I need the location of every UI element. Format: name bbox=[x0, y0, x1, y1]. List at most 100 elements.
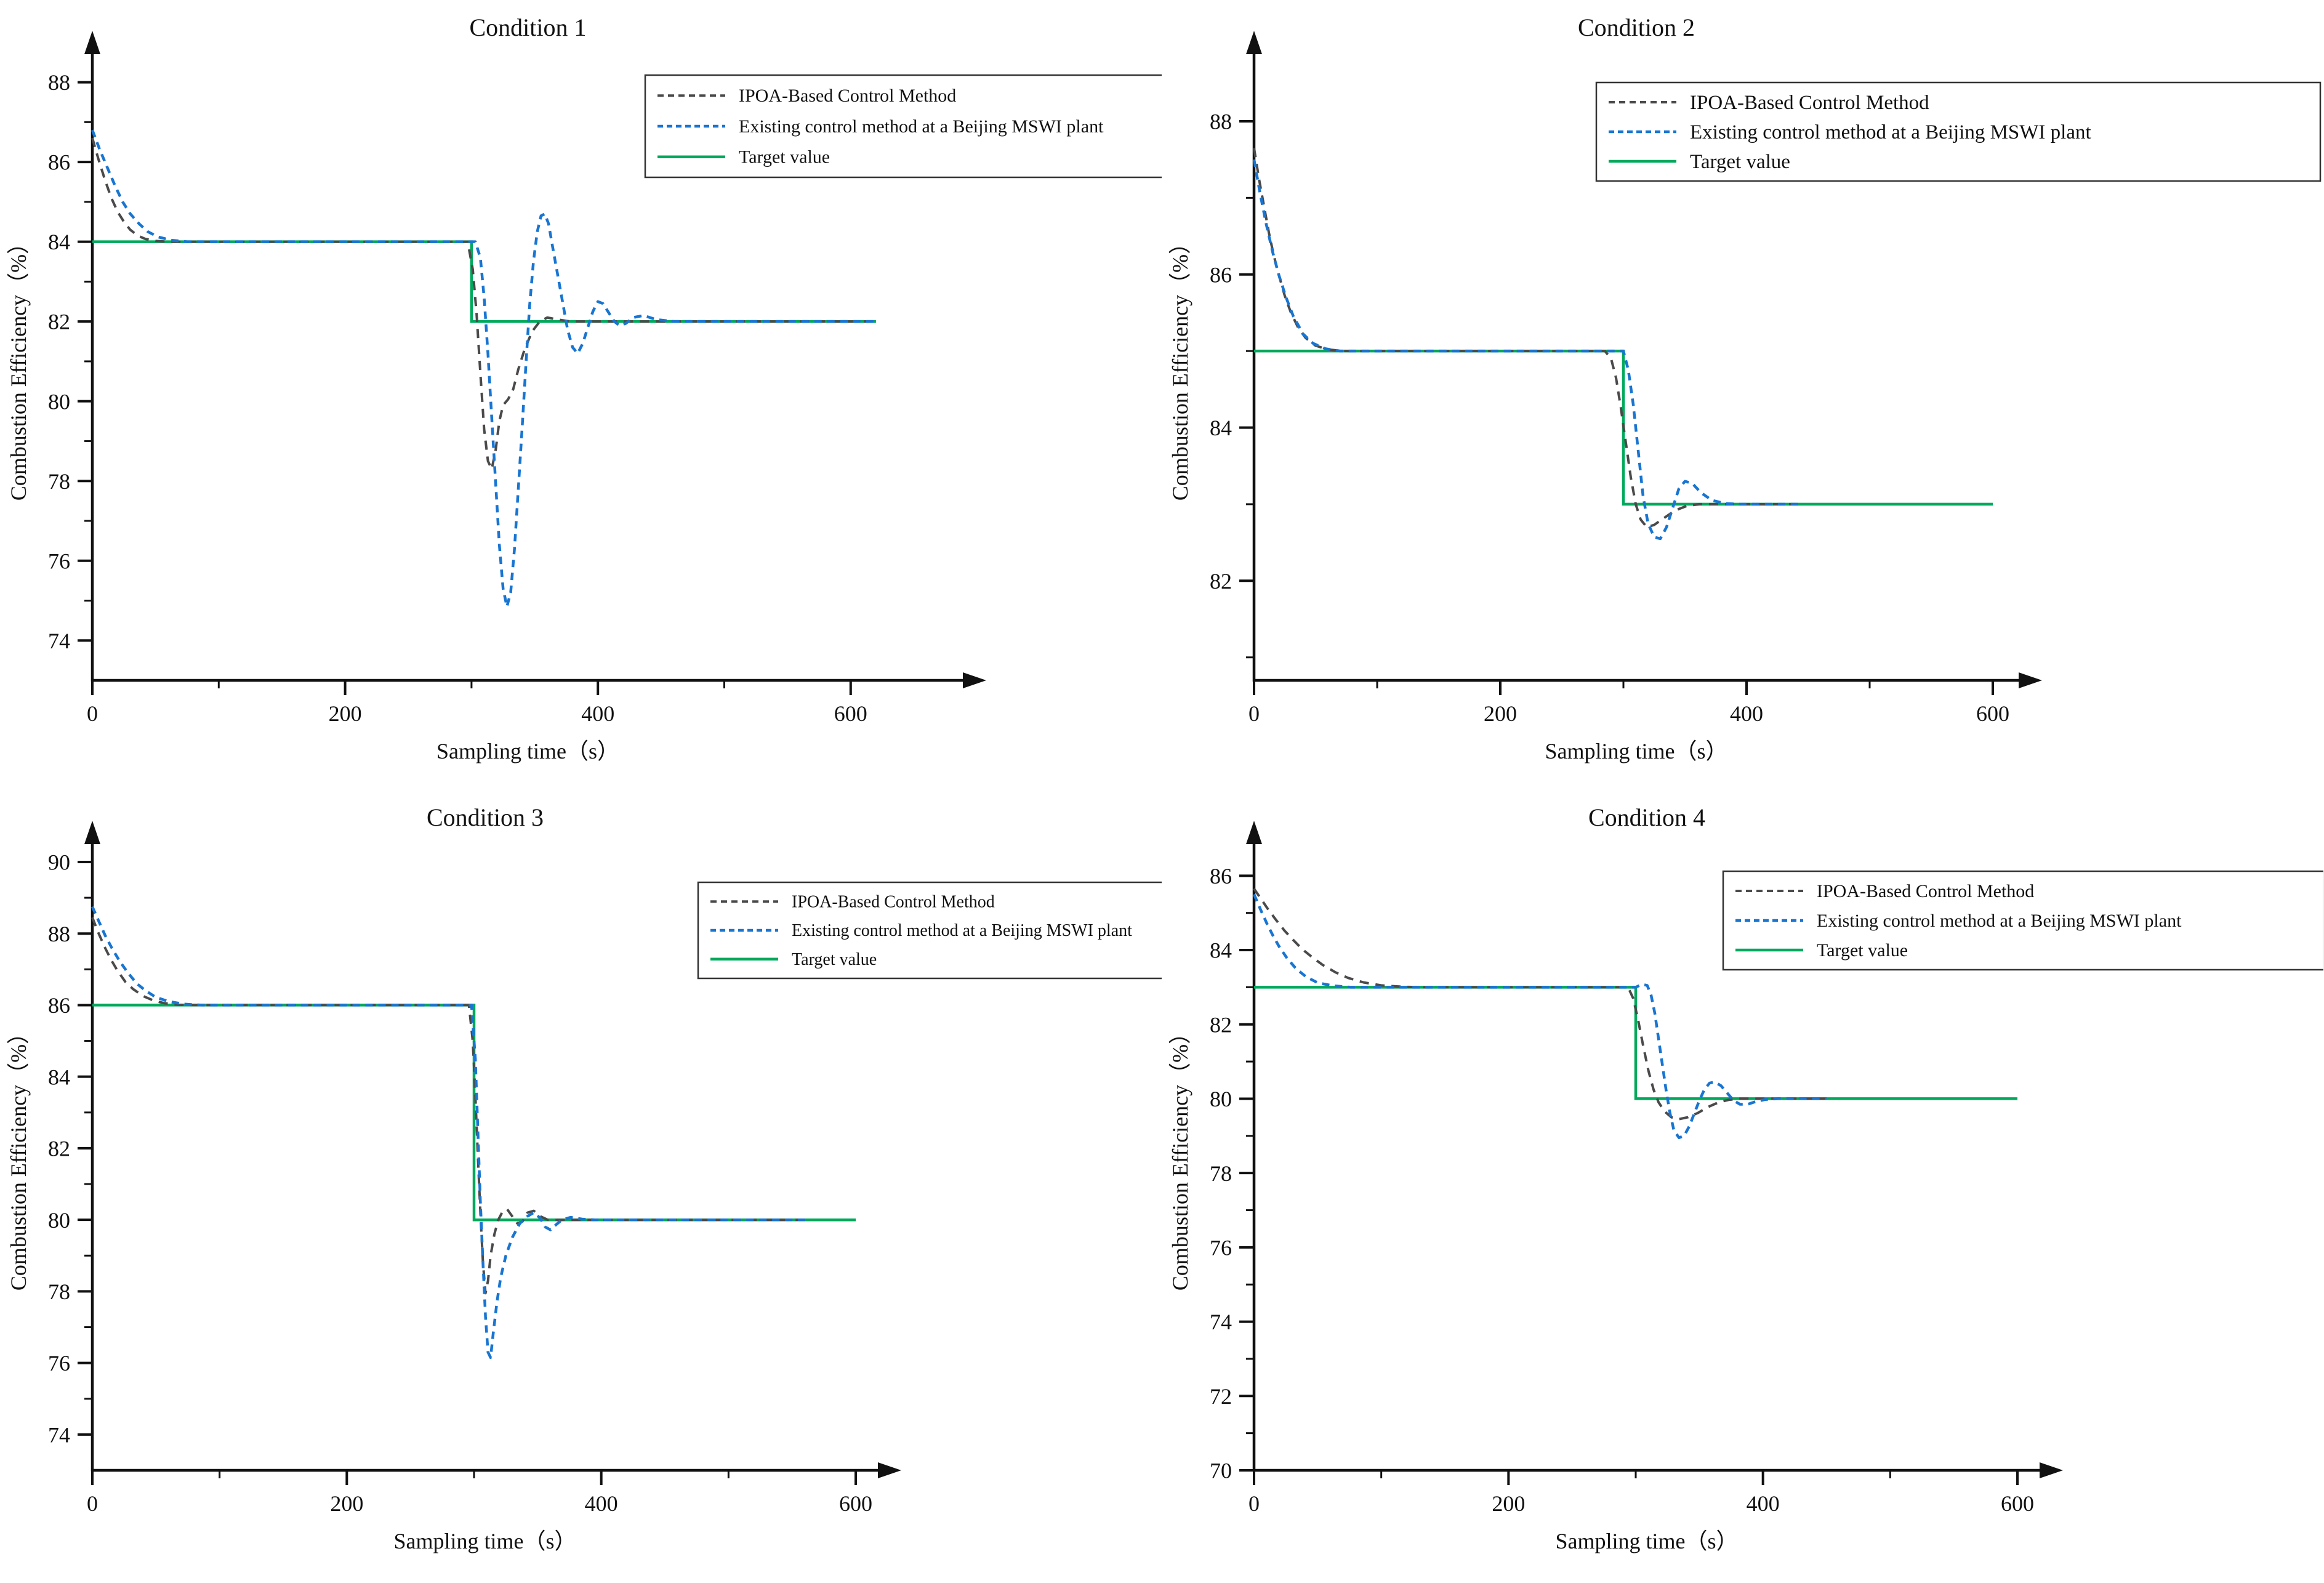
legend-border bbox=[1722, 870, 2324, 971]
y-tick-label: 70 bbox=[1210, 1459, 1232, 1483]
x-tick-label: 0 bbox=[87, 701, 98, 726]
x-tick-label: 400 bbox=[1730, 701, 1763, 726]
legend-label-target: Target value bbox=[739, 147, 830, 167]
y-tick-label: 86 bbox=[48, 150, 70, 175]
x-tick-label: 400 bbox=[1747, 1491, 1780, 1516]
series-target-line bbox=[92, 1004, 856, 1222]
chart-title: Condition 4 bbox=[1588, 804, 1705, 831]
x-axis-title: Sampling time（s） bbox=[1556, 1529, 1739, 1553]
x-axis-title: Sampling time（s） bbox=[394, 1529, 577, 1553]
x-tick-label: 200 bbox=[1492, 1491, 1525, 1516]
x-tick-label: 600 bbox=[2001, 1491, 2034, 1516]
series-ipoa-line bbox=[91, 137, 876, 470]
chart-title: Condition 3 bbox=[427, 804, 544, 831]
legend-label-ipoa: IPOA-Based Control Method bbox=[792, 892, 995, 911]
series-existing-line bbox=[1252, 893, 1827, 1140]
y-axis-arrow-icon bbox=[84, 31, 100, 54]
y-axis-title: Combustion Efficiency（%） bbox=[6, 1022, 31, 1291]
y-tick-label: 84 bbox=[48, 1065, 70, 1089]
y-tick-label: 84 bbox=[1210, 416, 1232, 440]
legend-label-ipoa: IPOA-Based Control Method bbox=[1690, 92, 1929, 114]
legend-label-ipoa: IPOA-Based Control Method bbox=[1817, 881, 2034, 901]
legend-label-target: Target value bbox=[1817, 940, 1908, 961]
series-target-line bbox=[92, 240, 876, 323]
y-tick-label: 82 bbox=[48, 1137, 70, 1161]
legend-box: IPOA-Based Control Method Existing contro… bbox=[1722, 870, 2324, 971]
chart-condition-2: Condition 2 82 84 86 88 0 200 400 600 Sampling ti… bbox=[1162, 0, 2323, 790]
x-tick-label: 200 bbox=[329, 701, 362, 726]
series-target-line bbox=[1254, 986, 2017, 1100]
y-tick-label: 86 bbox=[1210, 262, 1232, 287]
x-axis-arrow-icon bbox=[2040, 1462, 2063, 1478]
chart-condition-4: Condition 4 70 72 74 76 78 80 82 84 86 0 200 400 600 S… bbox=[1162, 790, 2324, 1580]
x-tick-label: 600 bbox=[834, 701, 867, 726]
x-tick-label: 200 bbox=[1484, 701, 1517, 726]
y-tick-label: 86 bbox=[48, 993, 70, 1018]
x-tick-label: 600 bbox=[839, 1491, 872, 1516]
x-tick-label: 0 bbox=[87, 1491, 98, 1516]
chart-title: Condition 2 bbox=[1578, 14, 1695, 41]
y-axis-arrow-icon bbox=[1246, 31, 1262, 54]
legend-label-existing: Existing control method at a Beijing MSW… bbox=[792, 921, 1132, 940]
y-tick-label: 76 bbox=[48, 1351, 70, 1376]
y-tick-label: 90 bbox=[48, 850, 70, 875]
y-tick-label: 78 bbox=[1210, 1161, 1232, 1186]
y-tick-label: 78 bbox=[48, 1279, 70, 1304]
y-tick-label: 82 bbox=[1210, 1012, 1232, 1037]
x-tick-label: 200 bbox=[330, 1491, 363, 1516]
x-tick-label: 0 bbox=[1248, 1491, 1260, 1516]
legend-box: IPOA-Based Control Method Existing contro… bbox=[644, 74, 1183, 179]
y-axis-title: Combustion Efficiency（%） bbox=[1168, 1022, 1192, 1291]
y-tick-label: 84 bbox=[1210, 938, 1232, 963]
y-axis-arrow-icon bbox=[84, 821, 100, 844]
y-axis-title: Combustion Efficiency（%） bbox=[6, 232, 31, 501]
y-tick-label: 82 bbox=[48, 310, 70, 334]
legend-border bbox=[644, 74, 1183, 179]
series-ipoa-line bbox=[1253, 148, 1796, 529]
x-tick-label: 400 bbox=[581, 701, 614, 726]
x-tick-label: 0 bbox=[1248, 701, 1260, 726]
chart-svg-condition-3: Condition 3 74 76 78 80 82 84 86 88 90 0 200 400 600 S… bbox=[6, 804, 1187, 1553]
chart-title: Condition 1 bbox=[469, 14, 586, 41]
legend-label-target: Target value bbox=[792, 950, 877, 969]
y-tick-label: 88 bbox=[48, 70, 70, 95]
series-existing-line bbox=[1252, 159, 1802, 541]
y-tick-label: 76 bbox=[48, 549, 70, 573]
y-tick-label: 74 bbox=[48, 629, 70, 653]
y-tick-label: 78 bbox=[48, 469, 70, 494]
legend-border bbox=[1595, 81, 2322, 182]
y-tick-label: 74 bbox=[1210, 1310, 1232, 1334]
legend-box: IPOA-Based Control Method Existing contro… bbox=[1595, 81, 2322, 182]
y-tick-label: 80 bbox=[1210, 1087, 1232, 1111]
legend-border bbox=[697, 881, 1187, 980]
chart-condition-3: Condition 3 74 76 78 80 82 84 86 88 90 0 200 400 600 S… bbox=[0, 790, 1187, 1580]
chart-svg-condition-4: Condition 4 70 72 74 76 78 80 82 84 86 0 200 400 600 S… bbox=[1168, 804, 2324, 1553]
legend-box: IPOA-Based Control Method Existing contro… bbox=[697, 881, 1187, 980]
series-existing-line bbox=[90, 129, 876, 608]
legend-label-existing: Existing control method at a Beijing MSW… bbox=[1690, 121, 2091, 143]
chart-svg-condition-1: Condition 1 74 76 78 80 82 84 86 88 0 200 400 600 Sam… bbox=[6, 14, 1183, 763]
legend-label-existing: Existing control method at a Beijing MSW… bbox=[1817, 911, 2182, 931]
y-tick-label: 82 bbox=[1210, 569, 1232, 594]
legend-label-ipoa: IPOA-Based Control Method bbox=[739, 86, 956, 106]
x-axis-title: Sampling time（s） bbox=[1545, 739, 1728, 763]
x-axis-arrow-icon bbox=[878, 1462, 901, 1478]
chart-condition-1: Condition 1 74 76 78 80 82 84 86 88 0 200 400 600 Sam… bbox=[0, 0, 1183, 790]
y-tick-label: 80 bbox=[48, 1208, 70, 1233]
x-tick-label: 600 bbox=[1976, 701, 2009, 726]
chart-svg-condition-2: Condition 2 82 84 86 88 0 200 400 600 Sampling ti… bbox=[1168, 14, 2322, 763]
legend-label-existing: Existing control method at a Beijing MSW… bbox=[739, 116, 1104, 137]
y-tick-label: 86 bbox=[1210, 864, 1232, 888]
y-tick-label: 80 bbox=[48, 389, 70, 414]
x-axis-arrow-icon bbox=[963, 672, 986, 688]
x-tick-label: 400 bbox=[585, 1491, 618, 1516]
x-axis-arrow-icon bbox=[2019, 672, 2042, 688]
y-axis-title: Combustion Efficiency（%） bbox=[1168, 232, 1192, 501]
y-tick-label: 88 bbox=[48, 922, 70, 946]
y-tick-label: 76 bbox=[1210, 1235, 1232, 1260]
y-tick-label: 88 bbox=[1210, 110, 1232, 134]
series-existing-line bbox=[90, 906, 805, 1359]
x-axis-title: Sampling time（s） bbox=[436, 739, 619, 763]
legend-label-target: Target value bbox=[1690, 151, 1790, 173]
